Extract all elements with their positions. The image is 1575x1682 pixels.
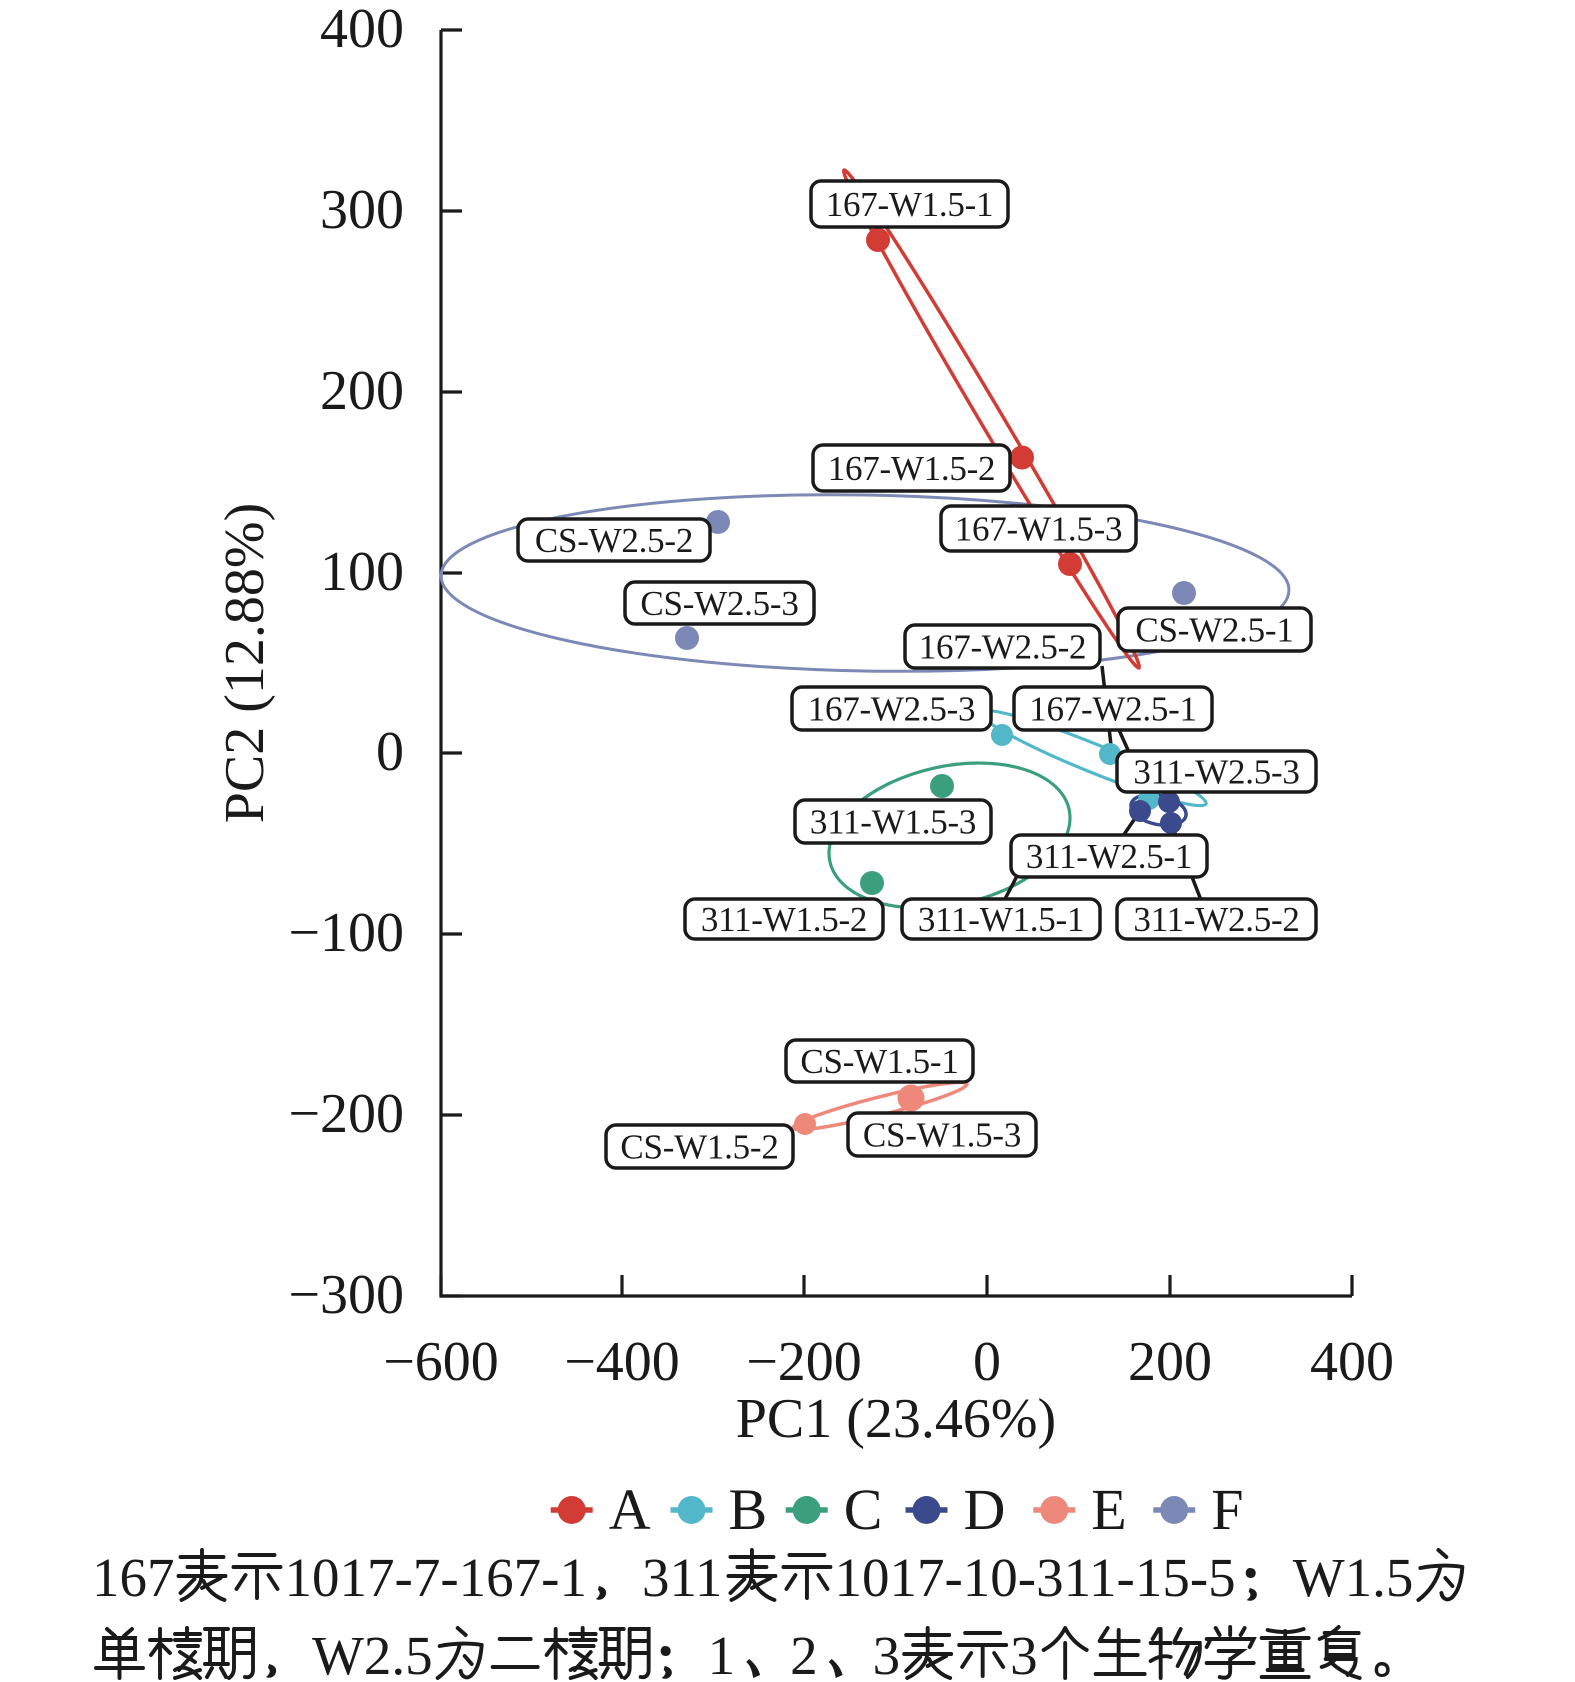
svg-text:300: 300 [320, 179, 404, 241]
svg-text:400: 400 [320, 0, 404, 60]
svg-text:−100: −100 [288, 902, 404, 964]
svg-text:100: 100 [320, 541, 404, 603]
svg-text:167-W1.5-1: 167-W1.5-1 [826, 185, 994, 224]
svg-text:CS-W1.5-3: CS-W1.5-3 [863, 1116, 1021, 1155]
svg-text:167: 167 [92, 1547, 175, 1608]
svg-text:C: C [844, 1477, 883, 1542]
svg-text:1017-7-167-1: 1017-7-167-1 [285, 1547, 587, 1608]
svg-text:311: 311 [642, 1547, 722, 1608]
svg-text:−600: −600 [383, 1331, 499, 1393]
svg-text:2: 2 [790, 1625, 818, 1682]
svg-text:200: 200 [320, 360, 404, 422]
svg-text:W1.5: W1.5 [1293, 1547, 1414, 1608]
svg-text:311-W2.5-2: 311-W2.5-2 [1133, 900, 1299, 939]
svg-text:D: D [964, 1477, 1006, 1542]
svg-text:F: F [1211, 1477, 1243, 1542]
svg-text:311-W1.5-2: 311-W1.5-2 [701, 900, 867, 939]
svg-text:A: A [609, 1477, 651, 1542]
svg-text:−400: −400 [564, 1331, 680, 1393]
svg-text:W2.5: W2.5 [312, 1625, 433, 1682]
svg-text:167-W2.5-2: 167-W2.5-2 [919, 628, 1087, 667]
svg-text:311-W1.5-1: 311-W1.5-1 [918, 900, 1084, 939]
svg-text:311-W2.5-1: 311-W2.5-1 [1026, 837, 1192, 876]
svg-text:−200: −200 [288, 1083, 404, 1145]
svg-text:1017-10-311-15-5: 1017-10-311-15-5 [834, 1547, 1235, 1608]
svg-text:400: 400 [1310, 1331, 1394, 1393]
svg-text:311-W1.5-3: 311-W1.5-3 [810, 803, 976, 842]
svg-text:200: 200 [1128, 1331, 1212, 1393]
svg-text:PC2 (12.88%): PC2 (12.88%) [214, 503, 276, 823]
svg-text:3: 3 [1010, 1625, 1037, 1682]
svg-text:167-W2.5-3: 167-W2.5-3 [808, 690, 976, 729]
svg-text:CS-W1.5-2: CS-W1.5-2 [620, 1128, 778, 1167]
svg-text:167-W1.5-2: 167-W1.5-2 [828, 449, 996, 488]
svg-text:−300: −300 [288, 1264, 404, 1326]
svg-text:PC1 (23.46%): PC1 (23.46%) [736, 1388, 1056, 1450]
svg-text:167-W2.5-1: 167-W2.5-1 [1029, 690, 1197, 729]
svg-text:0: 0 [973, 1331, 1001, 1393]
svg-text:CS-W2.5-3: CS-W2.5-3 [640, 584, 798, 623]
svg-text:E: E [1091, 1477, 1126, 1542]
svg-text:167-W1.5-3: 167-W1.5-3 [955, 510, 1123, 549]
svg-text:CS-W2.5-1: CS-W2.5-1 [1135, 611, 1293, 650]
svg-text:1: 1 [708, 1625, 736, 1682]
svg-text:CS-W1.5-1: CS-W1.5-1 [800, 1042, 958, 1081]
svg-text:−200: −200 [746, 1331, 862, 1393]
svg-text:B: B [729, 1477, 768, 1542]
svg-text:CS-W2.5-2: CS-W2.5-2 [535, 521, 693, 560]
svg-text:0: 0 [376, 721, 404, 783]
svg-text:3: 3 [873, 1625, 901, 1682]
svg-text:311-W2.5-3: 311-W2.5-3 [1133, 753, 1299, 792]
